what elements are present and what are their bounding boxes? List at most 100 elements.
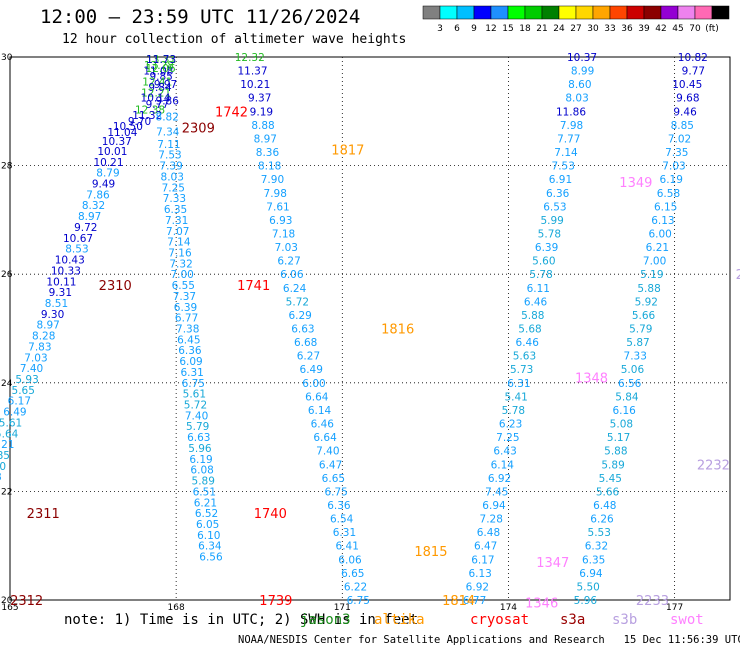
wave-height-label: 7.86 bbox=[86, 189, 110, 201]
wave-height-label: 7.25 bbox=[162, 182, 185, 194]
wave-height-label: 5.61 bbox=[183, 389, 206, 401]
scale-label: 24 bbox=[553, 24, 565, 34]
wave-height-label: 12.06 bbox=[146, 63, 176, 75]
pass-label: 1347 bbox=[536, 556, 569, 571]
wave-height-label: 8.60 bbox=[568, 79, 591, 91]
pass-label: 2231 bbox=[736, 268, 740, 283]
wave-height-label: 6.22 bbox=[344, 581, 367, 593]
wave-height-label: 6.77 bbox=[175, 313, 198, 325]
wave-height-label: 7.34 bbox=[156, 126, 180, 138]
wave-height-label: 6.21 bbox=[0, 439, 14, 451]
wave-height-label: 7.00 bbox=[170, 269, 193, 281]
scale-label: (ft) bbox=[705, 24, 719, 34]
wave-height-label: 6.00 bbox=[648, 228, 671, 240]
wave-height-label: 10.37 bbox=[567, 52, 597, 64]
wave-height-label: 8.53 bbox=[65, 244, 88, 256]
wave-height-label: 7.14 bbox=[554, 147, 578, 159]
wave-height-label: 6.49 bbox=[300, 364, 323, 376]
wave-height-label: 10.45 bbox=[672, 79, 702, 91]
pass-label: 1741 bbox=[237, 279, 270, 294]
wave-height-label: 6.56 bbox=[199, 552, 223, 564]
legend-cryosat: cryosat bbox=[470, 612, 530, 628]
wave-height-label: 7.37 bbox=[173, 291, 196, 303]
pass-label: 2311 bbox=[27, 507, 60, 522]
wave-height-label: 13.31 bbox=[146, 54, 176, 66]
wave-height-label: 7.02 bbox=[668, 133, 691, 145]
wave-height-label: 8.97 bbox=[36, 320, 59, 332]
wave-height-label: 6.31 bbox=[180, 367, 203, 379]
wave-height-label: 7.61 bbox=[266, 201, 289, 213]
wave-height-label: 6.29 bbox=[288, 310, 311, 322]
wave-height-label: 10.11 bbox=[46, 276, 76, 288]
wave-height-label: 5.78 bbox=[502, 405, 525, 417]
pass-label: 1739 bbox=[259, 594, 292, 609]
wave-height-label: 8.85 bbox=[671, 120, 694, 132]
scale-label: 6 bbox=[454, 24, 460, 34]
wave-height-label: 6.21 bbox=[194, 497, 217, 509]
scale-label: 30 bbox=[587, 24, 599, 34]
wave-height-label: 6.16 bbox=[612, 405, 636, 417]
scale-label: 15 bbox=[502, 24, 513, 34]
wave-height-label: 7.03 bbox=[275, 242, 298, 254]
pass-label: 2312 bbox=[10, 594, 43, 609]
wave-height-label: 6.94 bbox=[579, 568, 603, 580]
wave-height-label: 6.55 bbox=[172, 280, 195, 292]
wave-height-label: 9.31 bbox=[49, 287, 72, 299]
wave-height-label: 9.30 bbox=[41, 309, 64, 321]
wave-height-label: 5.73 bbox=[510, 364, 533, 376]
wave-height-label: 6.54 bbox=[330, 514, 354, 526]
wave-height-label: 5.45 bbox=[599, 473, 622, 485]
wave-height-label: 5.72 bbox=[286, 296, 309, 308]
scale-label: 45 bbox=[672, 24, 683, 34]
wave-height-label: 6.15 bbox=[654, 201, 677, 213]
scale-label: 21 bbox=[536, 24, 547, 34]
chart-title: 12:00 — 23:59 UTC 11/26/2024 bbox=[40, 6, 361, 28]
wave-height-label: 6.93 bbox=[269, 215, 292, 227]
pass-label: 2233 bbox=[636, 594, 669, 609]
footer-credit: NOAA/NESDIS Center for Satellite Applica… bbox=[238, 634, 740, 646]
wave-height-label: 5.17 bbox=[607, 432, 630, 444]
wave-height-label: 6.31 bbox=[333, 527, 356, 539]
wave-height-label: 8.99 bbox=[571, 66, 594, 78]
wave-height-label: 6.17 bbox=[8, 396, 31, 408]
wave-height-label: 6.46 bbox=[524, 296, 548, 308]
wave-height-label: 5.08 bbox=[610, 419, 633, 431]
wave-height-label: 6.09 bbox=[179, 356, 202, 368]
wave-height-label: 7.18 bbox=[272, 228, 295, 240]
wave-height-label: 5.06 bbox=[621, 364, 645, 376]
wave-height-label: 5.87 bbox=[626, 337, 649, 349]
wave-height-label: 6.47 bbox=[319, 459, 342, 471]
wave-height-label: 7.14 bbox=[167, 237, 191, 249]
wave-height-label: 11.73 bbox=[146, 54, 176, 66]
wave-height-label: 5.85 bbox=[0, 450, 10, 462]
x-tick-label: 177 bbox=[666, 603, 683, 612]
wave-height-label: 9.49 bbox=[92, 179, 115, 191]
wave-height-label: 10.14 bbox=[141, 93, 171, 105]
wave-height-label: 6.47 bbox=[474, 541, 497, 553]
pass-label: 2309 bbox=[182, 122, 215, 137]
wave-height-label: 8.18 bbox=[258, 161, 281, 173]
scale-label: 9 bbox=[471, 24, 477, 34]
wave-height-label: 7.33 bbox=[163, 193, 186, 205]
footer-timestamp: 15 Dec 11:56:39 UTC 2024 bbox=[623, 634, 740, 646]
wave-height-label: 6.14 bbox=[491, 459, 515, 471]
legend-note: note: 1) Time is in UTC; 2) SWH is in fe… bbox=[64, 612, 419, 628]
scale-label: 18 bbox=[519, 24, 531, 34]
wave-height-label: 7.11 bbox=[157, 139, 180, 151]
wave-height-label: 10.50 bbox=[113, 121, 143, 133]
wave-height-label: 7.16 bbox=[168, 247, 192, 259]
wave-height-label: 6.17 bbox=[471, 554, 494, 566]
scale-label: 3 bbox=[437, 24, 443, 34]
wave-height-label: 8.03 bbox=[161, 171, 184, 183]
wave-height-label: 9.37 bbox=[248, 93, 271, 105]
wave-height-label: 7.28 bbox=[480, 514, 503, 526]
wave-height-label: 5.88 bbox=[604, 446, 627, 458]
wave-height-label: 6.39 bbox=[174, 302, 197, 314]
wave-height-label: 7.00 bbox=[643, 256, 666, 268]
wave-height-label: 6.36 bbox=[327, 500, 351, 512]
wave-height-label: 7.40 bbox=[185, 410, 208, 422]
wave-height-label: 7.35 bbox=[665, 147, 688, 159]
wave-height-label: 6.46 bbox=[516, 337, 540, 349]
wave-height-label: 10.67 bbox=[63, 233, 93, 245]
wave-height-label: 10.37 bbox=[102, 136, 132, 148]
